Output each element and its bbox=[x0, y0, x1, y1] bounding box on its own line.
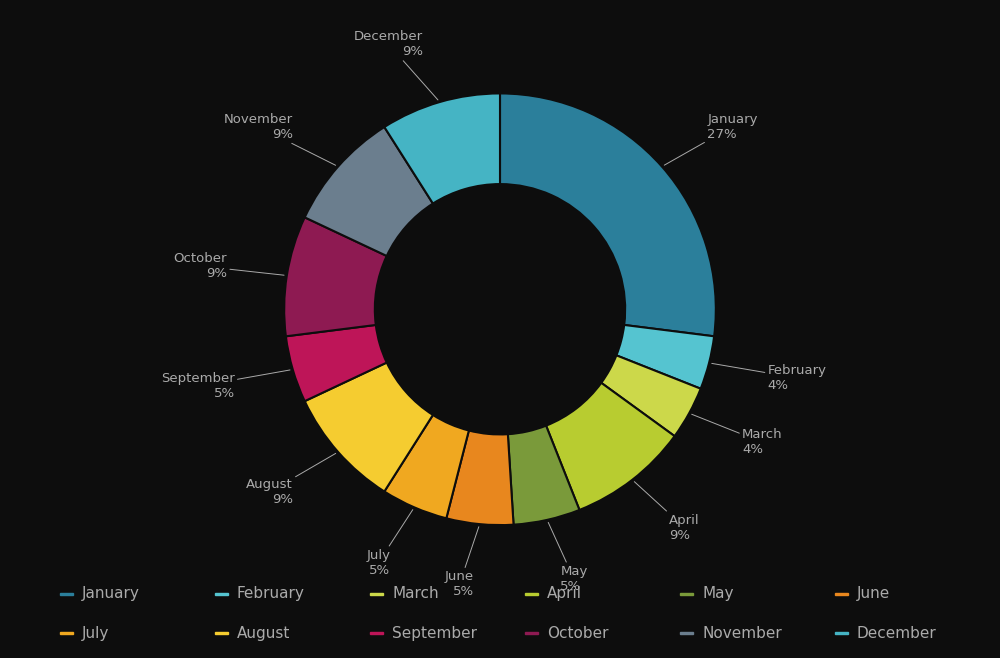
Wedge shape bbox=[500, 93, 716, 336]
Text: June: June bbox=[857, 586, 890, 601]
Wedge shape bbox=[616, 325, 714, 389]
Text: June
5%: June 5% bbox=[445, 527, 479, 598]
Text: October
9%: October 9% bbox=[174, 252, 284, 280]
Wedge shape bbox=[508, 426, 579, 524]
Text: November
9%: November 9% bbox=[224, 113, 336, 165]
Text: August
9%: August 9% bbox=[246, 453, 336, 506]
Wedge shape bbox=[546, 383, 675, 510]
Text: October: October bbox=[547, 626, 608, 641]
Bar bbox=[370, 632, 383, 634]
Bar bbox=[680, 632, 693, 634]
Bar bbox=[835, 632, 848, 634]
Text: April: April bbox=[547, 586, 582, 601]
Bar bbox=[215, 593, 228, 595]
Text: January
27%: January 27% bbox=[664, 113, 758, 165]
Wedge shape bbox=[286, 325, 387, 401]
Text: February
4%: February 4% bbox=[712, 363, 827, 392]
Text: September: September bbox=[392, 626, 477, 641]
Wedge shape bbox=[446, 430, 514, 525]
Bar bbox=[525, 593, 538, 595]
Bar bbox=[525, 632, 538, 634]
Text: February: February bbox=[237, 586, 305, 601]
Bar bbox=[835, 593, 848, 595]
Text: April
9%: April 9% bbox=[634, 482, 700, 542]
Text: August: August bbox=[237, 626, 290, 641]
Text: March: March bbox=[392, 586, 439, 601]
Bar bbox=[215, 632, 228, 634]
Wedge shape bbox=[601, 355, 701, 436]
Bar bbox=[680, 593, 693, 595]
Wedge shape bbox=[305, 127, 433, 256]
Text: May
5%: May 5% bbox=[548, 522, 588, 593]
Text: January: January bbox=[82, 586, 140, 601]
Wedge shape bbox=[305, 363, 433, 492]
Text: March
4%: March 4% bbox=[692, 415, 783, 457]
Text: December
9%: December 9% bbox=[354, 30, 438, 100]
Bar bbox=[60, 593, 73, 595]
Wedge shape bbox=[384, 93, 500, 203]
Wedge shape bbox=[384, 415, 469, 519]
Text: July
5%: July 5% bbox=[366, 510, 413, 577]
Bar bbox=[370, 593, 383, 595]
Text: September
5%: September 5% bbox=[161, 370, 290, 400]
Text: November: November bbox=[702, 626, 782, 641]
Text: December: December bbox=[857, 626, 937, 641]
Text: May: May bbox=[702, 586, 734, 601]
Wedge shape bbox=[284, 217, 387, 336]
Bar bbox=[60, 632, 73, 634]
Text: July: July bbox=[82, 626, 109, 641]
